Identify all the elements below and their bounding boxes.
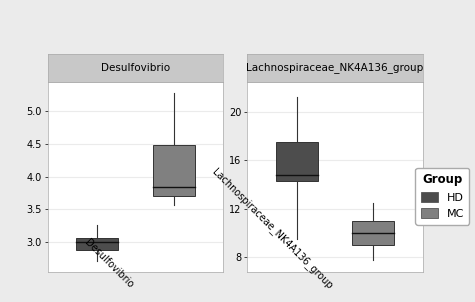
Text: Desulfovibrio: Desulfovibrio — [83, 238, 135, 290]
Text: Lachnospiraceae_NK4A136_group: Lachnospiraceae_NK4A136_group — [210, 166, 335, 291]
Text: Lachnospiraceae_NK4A136_group: Lachnospiraceae_NK4A136_group — [246, 63, 424, 73]
Bar — [152, 145, 195, 196]
Bar — [352, 221, 394, 245]
Legend: HD, MC: HD, MC — [416, 168, 469, 225]
Text: Desulfovibrio: Desulfovibrio — [101, 63, 170, 73]
Bar — [276, 142, 318, 181]
Bar — [76, 238, 118, 250]
